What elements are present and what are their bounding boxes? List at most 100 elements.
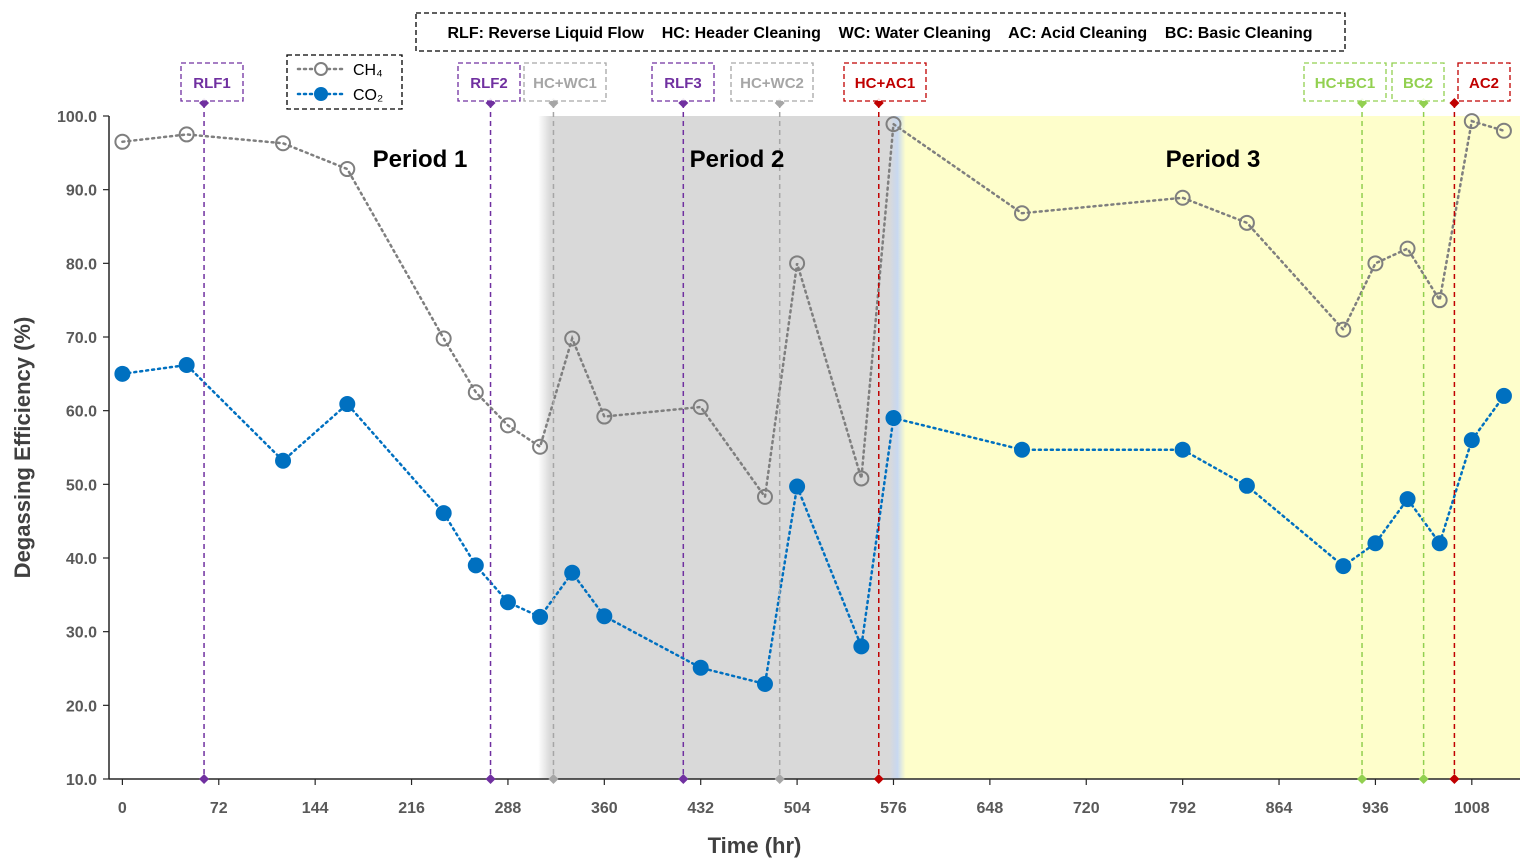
- co2-point: [114, 365, 131, 382]
- x-tick-label: 648: [977, 800, 1004, 817]
- co2-point: [885, 410, 902, 427]
- event-label: RLF1: [193, 75, 231, 92]
- event-label: RLF2: [470, 75, 508, 92]
- x-axis-title: Time (hr): [708, 833, 802, 858]
- y-tick-label: 90.0: [66, 183, 97, 200]
- legend: CH₄ CO₂ RLF: Reverse Liquid Flow HC: Heade…: [286, 12, 1346, 110]
- ch4-point: [564, 330, 581, 347]
- ch4-point: [1463, 113, 1480, 130]
- period-label-3: Period 3: [1166, 146, 1261, 173]
- period-band-1: [109, 116, 545, 779]
- ch4-point: [1335, 321, 1352, 338]
- event-label: HC+BC1: [1315, 75, 1375, 92]
- ch4-point: [178, 126, 195, 143]
- x-tick-label: 288: [495, 800, 522, 817]
- co2-point: [1367, 535, 1384, 552]
- co2-point: [1238, 477, 1255, 494]
- period-label-2: Period 2: [690, 146, 785, 173]
- ch4-point: [1014, 205, 1030, 222]
- x-tick-label: 864: [1266, 800, 1293, 817]
- ch4-point: [789, 255, 806, 272]
- co2-point: [1174, 441, 1191, 458]
- ch4-point: [532, 438, 549, 455]
- event-label-box: [523, 62, 607, 102]
- ch4-point: [435, 330, 452, 347]
- ch4-point: [1174, 189, 1191, 206]
- x-tick-label: 1008: [1454, 800, 1490, 817]
- ch4-point: [853, 470, 870, 487]
- y-tick-label: 10.0: [66, 772, 97, 789]
- x-tick-label: 720: [1073, 800, 1100, 817]
- event-label-box: [1457, 62, 1511, 102]
- period-edge-2: [889, 116, 906, 779]
- event-label-box: [180, 62, 244, 102]
- ch4-point: [1495, 122, 1512, 139]
- event-marker-bottom: [1357, 774, 1368, 784]
- co2-point: [1399, 491, 1416, 508]
- legend-marker-ch4: [314, 62, 328, 76]
- co2-point: [1431, 535, 1448, 552]
- co2-point: [1014, 441, 1030, 458]
- series-line-ch4: [121, 119, 1506, 501]
- legend-box: [286, 54, 403, 110]
- co2-point: [564, 564, 581, 581]
- legend-label: CO₂: [353, 87, 383, 104]
- period-label-1: Period 1: [373, 146, 468, 173]
- ch4-point: [1431, 292, 1448, 309]
- chart-text: Time (hr) Degassing Efficiency (%) Period …: [10, 146, 1260, 858]
- y-tick-label: 100.0: [57, 109, 97, 126]
- x-tick-label: 936: [1362, 800, 1389, 817]
- event-label-box: [457, 62, 521, 102]
- co2-point: [275, 452, 292, 469]
- co2-point: [596, 608, 613, 625]
- co2-point: [692, 659, 709, 676]
- event-markers: RLF1 RLF2 HC+WC1 RLF3 HC+WC2 HC+AC1 HC+BC1 BC2 A…: [180, 62, 1511, 784]
- event-marker-bottom: [199, 774, 210, 784]
- x-tick-label: 72: [210, 800, 228, 817]
- co2-point: [435, 505, 452, 522]
- event-label: AC2: [1469, 75, 1499, 92]
- event-label: RLF3: [664, 75, 702, 92]
- ch4-point: [885, 116, 902, 133]
- x-tick-label: 792: [1169, 800, 1196, 817]
- y-tick-label: 30.0: [66, 625, 97, 642]
- y-tick-label: 50.0: [66, 477, 97, 494]
- ch4-point: [756, 488, 773, 505]
- data-series: [114, 113, 1512, 692]
- x-tick-label: 144: [302, 800, 329, 817]
- event-marker-top: [1449, 98, 1460, 108]
- co2-point: [853, 638, 870, 655]
- ch4-point: [1399, 240, 1416, 257]
- co2-point: [756, 675, 773, 692]
- event-label: BC2: [1403, 75, 1433, 92]
- plot-axes: 10.0 20.0 30.0 40.0 50.0 60.0 70.0 80.0 90.0 100.…: [57, 109, 1520, 817]
- event-marker-bottom: [678, 774, 689, 784]
- y-tick-label: 40.0: [66, 551, 97, 568]
- y-tick-label: 60.0: [66, 404, 97, 421]
- y-tick-label: 20.0: [66, 698, 97, 715]
- ch4-point: [1367, 255, 1384, 272]
- co2-point: [499, 594, 516, 611]
- co2-point: [532, 608, 549, 625]
- ch4-point: [275, 135, 292, 152]
- co2-point: [1335, 558, 1352, 575]
- ch4-point: [692, 398, 709, 415]
- event-marker-bottom: [774, 774, 785, 784]
- period-band-2: [544, 116, 898, 779]
- y-tick-label: 80.0: [66, 256, 97, 273]
- event-label: HC+WC2: [740, 75, 804, 92]
- co2-point: [1463, 432, 1480, 449]
- event-marker-bottom: [485, 774, 496, 784]
- ch4-point: [467, 384, 484, 401]
- co2-point: [339, 396, 356, 413]
- period-edge-1: [538, 116, 551, 779]
- event-label: HC+AC1: [855, 75, 915, 92]
- y-axis-title: Degassing Efficiency (%): [10, 317, 35, 579]
- x-tick-label: 432: [687, 800, 714, 817]
- x-tick-label: 504: [784, 800, 811, 817]
- x-tick-label: 360: [591, 800, 618, 817]
- legend-marker-co2: [314, 87, 328, 101]
- ch4-point: [339, 161, 356, 178]
- abbreviation-note: RLF: Reverse Liquid Flow HC: Header Clea…: [448, 25, 1313, 42]
